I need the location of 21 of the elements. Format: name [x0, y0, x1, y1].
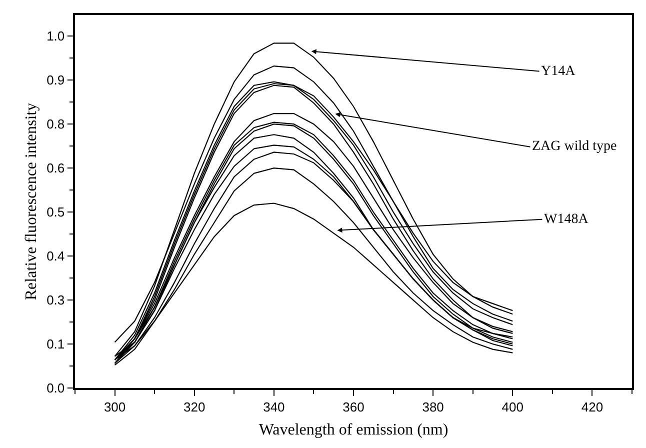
- y-tick-label: 1.0: [46, 28, 65, 44]
- y-tick-label: 0.4: [46, 248, 65, 264]
- x-tick-label: 380: [422, 399, 444, 414]
- y-tick-label: 0.3: [46, 292, 65, 308]
- y-axis-title: Relative fluorescence intensity: [22, 102, 40, 300]
- annotation: W148A: [544, 212, 590, 227]
- y-tick-label: 0.9: [46, 72, 65, 88]
- y-tick-label: 0.0: [46, 380, 65, 396]
- x-tick-label: 320: [184, 399, 206, 414]
- y-tick-label: 0.1: [46, 336, 65, 352]
- x-tick-label: 340: [263, 399, 285, 414]
- annotation: Y14A: [541, 64, 576, 79]
- x-tick-label: 420: [581, 399, 604, 414]
- x-tick-label: 360: [342, 399, 364, 414]
- x-tick-label: 400: [502, 399, 524, 414]
- y-tick-label: 0.8: [46, 116, 65, 132]
- y-tick-label: 0.6: [46, 160, 65, 176]
- x-tick-label: 300: [104, 399, 126, 414]
- y-tick-label: 0.5: [46, 204, 65, 220]
- annotation: ZAG wild type: [532, 139, 617, 154]
- x-axis-title: Wavelength of emission (nm): [258, 422, 448, 439]
